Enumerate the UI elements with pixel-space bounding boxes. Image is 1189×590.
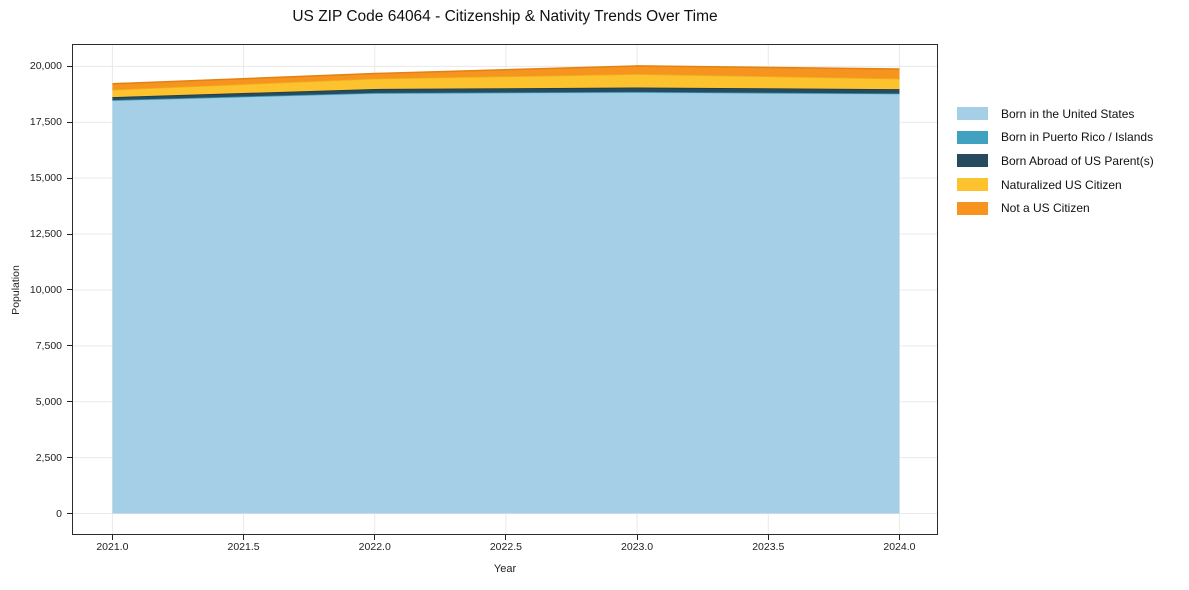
plot-area — [72, 44, 938, 535]
y-tick-label: 10,000 — [29, 283, 62, 296]
y-tick-mark — [67, 345, 72, 347]
legend-label: Born in Puerto Rico / Islands — [1001, 130, 1154, 145]
y-tick-label: 15,000 — [29, 172, 62, 185]
legend-item: Born in Puerto Rico / Islands — [957, 126, 1154, 150]
x-tick-label: 2021.0 — [96, 541, 129, 553]
chart-title: US ZIP Code 64064 - Citizenship & Nativi… — [292, 8, 718, 25]
x-tick-label: 2021.5 — [227, 541, 260, 553]
legend-swatch — [957, 178, 988, 192]
x-tick-mark — [505, 535, 507, 540]
x-tick-label: 2023.0 — [621, 541, 654, 553]
area-series — [112, 74, 900, 98]
x-axis-label: Year — [493, 563, 517, 575]
y-tick-mark — [67, 233, 72, 235]
x-tick-mark — [374, 535, 376, 540]
legend-label: Born in the United States — [1001, 106, 1135, 121]
y-tick-mark — [67, 121, 72, 123]
area-series-edge — [112, 65, 900, 85]
x-tick-mark — [767, 535, 769, 540]
y-tick-label: 0 — [56, 507, 62, 520]
y-tick-label: 5,000 — [35, 395, 62, 408]
area-series — [112, 65, 900, 90]
x-tick-label: 2022.5 — [489, 541, 522, 553]
legend-item: Born Abroad of US Parent(s) — [957, 149, 1154, 173]
legend-item: Naturalized US Citizen — [957, 173, 1154, 197]
y-tick-mark — [67, 457, 72, 459]
legend-label: Born Abroad of US Parent(s) — [1001, 153, 1154, 168]
legend-swatch — [957, 130, 988, 144]
y-tick-mark — [67, 513, 72, 515]
legend-label: Not a US Citizen — [1001, 201, 1090, 216]
x-tick-mark — [636, 535, 638, 540]
y-tick-label: 20,000 — [29, 60, 62, 73]
x-tick-mark — [243, 535, 245, 540]
x-tick-mark — [111, 535, 113, 540]
y-tick-label: 7,500 — [35, 339, 62, 352]
area-series — [112, 92, 900, 514]
y-axis-label: Population — [10, 265, 22, 315]
y-tick-mark — [67, 65, 72, 67]
x-tick-label: 2023.5 — [752, 541, 785, 553]
area-series — [112, 87, 900, 101]
x-tick-label: 2024.0 — [883, 541, 916, 553]
legend-item: Born in the United States — [957, 102, 1154, 126]
y-tick-label: 12,500 — [29, 228, 62, 241]
legend-swatch — [957, 107, 988, 121]
legend-label: Naturalized US Citizen — [1001, 177, 1122, 192]
legend-swatch — [957, 154, 988, 168]
y-tick-label: 17,500 — [29, 116, 62, 129]
stacked-area-plot — [72, 44, 938, 535]
x-tick-label: 2022.0 — [358, 541, 391, 553]
legend-swatch — [957, 201, 988, 215]
y-tick-mark — [67, 177, 72, 179]
y-tick-label: 2,500 — [35, 451, 62, 464]
y-tick-mark — [67, 401, 72, 403]
legend-item: Not a US Citizen — [957, 196, 1154, 220]
y-tick-mark — [67, 289, 72, 291]
x-tick-mark — [898, 535, 900, 540]
legend: Born in the United States Born in Puerto … — [957, 102, 1154, 220]
